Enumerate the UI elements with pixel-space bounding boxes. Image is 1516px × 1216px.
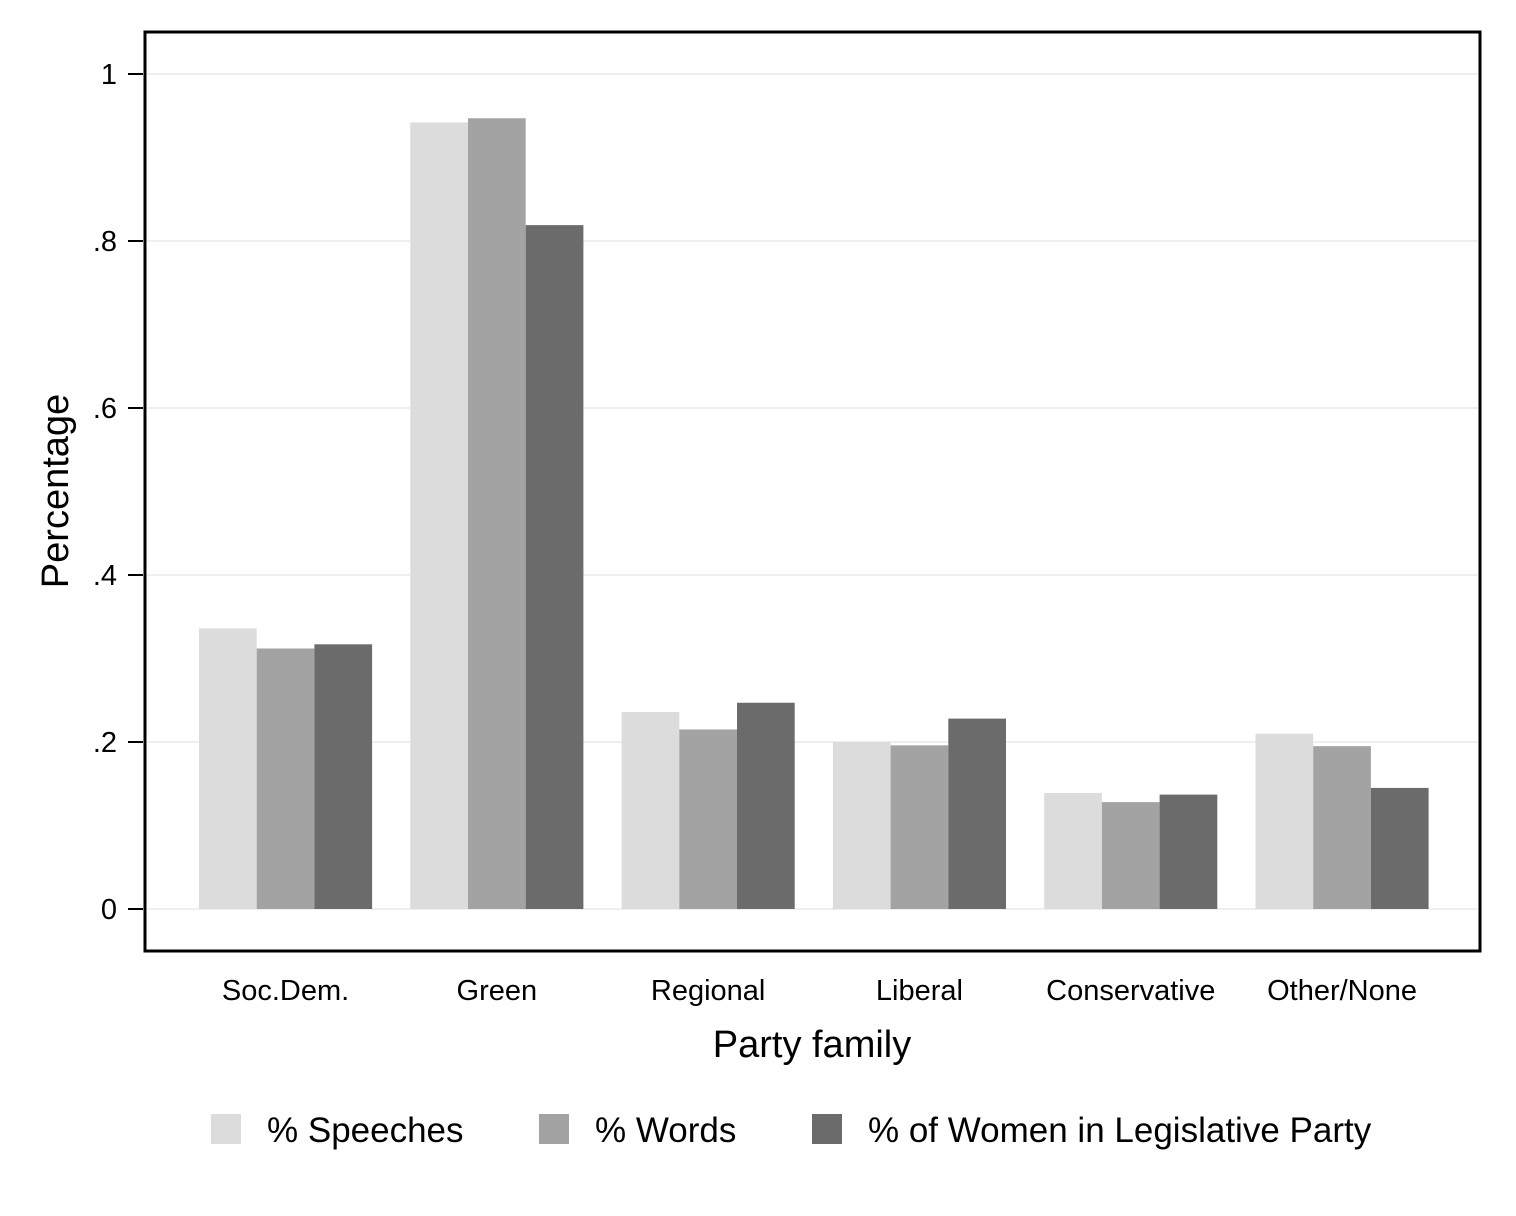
bar — [1255, 733, 1314, 909]
y-axis: 0 .2 .4 .6 .8 1 — [93, 59, 143, 926]
bars — [199, 118, 1429, 910]
bar — [1313, 746, 1371, 909]
bar — [1044, 792, 1102, 909]
bar — [1370, 787, 1429, 909]
bar — [832, 742, 891, 909]
legend-label: % Speeches — [267, 1111, 464, 1150]
bar — [621, 711, 680, 909]
y-tick-label: .6 — [93, 393, 117, 425]
x-tick-label: Liberal — [876, 975, 963, 1007]
x-tick-label: Green — [457, 975, 538, 1007]
bar — [525, 225, 584, 909]
x-tick-label: Soc.Dem. — [222, 975, 349, 1007]
bar — [1101, 802, 1160, 909]
bar — [679, 729, 737, 909]
x-axis-title: Party family — [713, 1024, 911, 1066]
bar — [1159, 794, 1218, 909]
legend-swatch — [539, 1114, 569, 1144]
bar — [199, 628, 257, 909]
plot-frame — [143, 30, 1482, 953]
y-tick-label: .8 — [93, 226, 117, 258]
y-tick-label: .2 — [93, 727, 117, 759]
legend: % Speeches % Words % of Women in Legislati… — [211, 1111, 1372, 1150]
bar — [468, 118, 526, 909]
y-tick-label: 0 — [101, 894, 117, 926]
bar — [890, 745, 949, 909]
y-tick-label: 1 — [101, 59, 117, 91]
legend-swatch — [211, 1114, 241, 1144]
bar — [410, 122, 468, 910]
x-tick-label: Other/None — [1267, 975, 1417, 1007]
y-axis-title: Percentage — [35, 394, 77, 588]
x-axis: Soc.Dem. Green Regional Liberal Conservative… — [222, 975, 1417, 1007]
x-tick-label: Regional — [651, 975, 765, 1007]
y-tick-label: .4 — [93, 560, 117, 592]
legend-swatch — [812, 1114, 842, 1144]
bar — [314, 644, 373, 909]
bar — [256, 648, 315, 909]
x-tick-label: Conservative — [1046, 975, 1215, 1007]
legend-label: % Words — [595, 1111, 736, 1150]
bar — [737, 702, 795, 909]
bar — [948, 718, 1006, 909]
legend-label: % of Women in Legislative Party — [868, 1111, 1372, 1150]
